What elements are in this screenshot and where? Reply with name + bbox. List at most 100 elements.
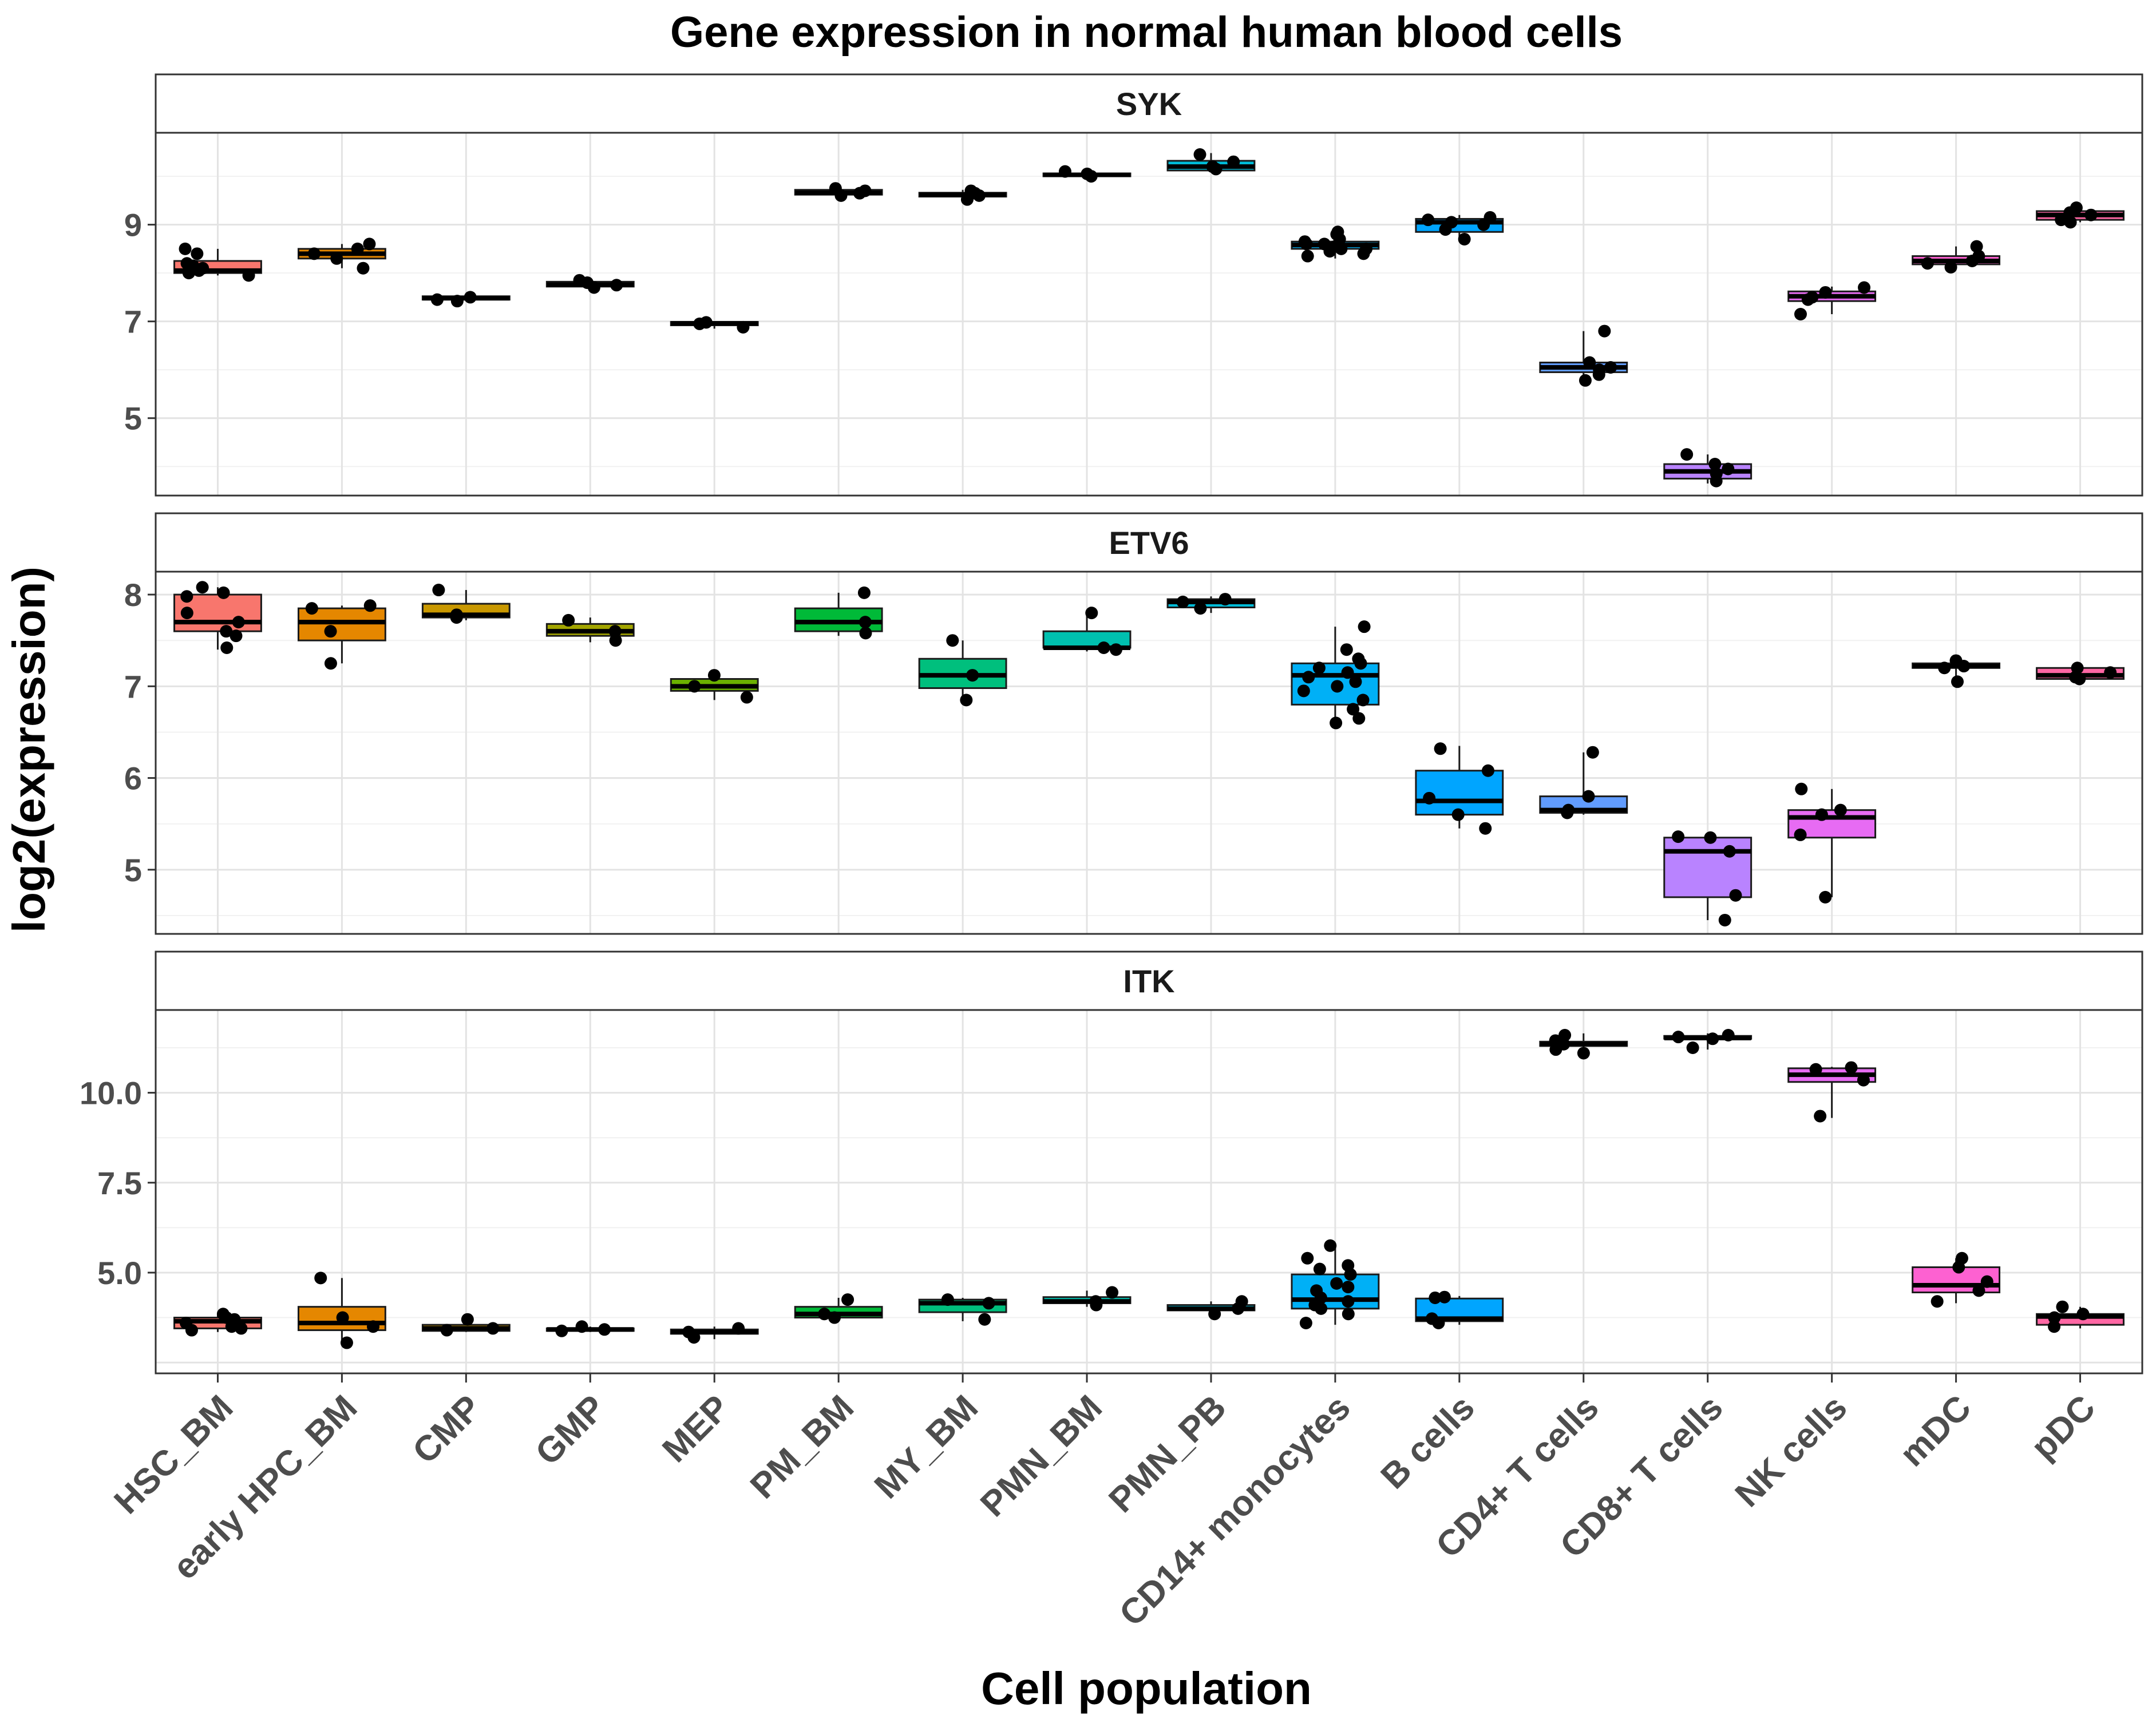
y-tick-label: 6 bbox=[124, 761, 142, 797]
data-point bbox=[1921, 257, 1934, 270]
data-point bbox=[430, 293, 444, 306]
data-point bbox=[1232, 1302, 1245, 1315]
data-point bbox=[687, 1331, 701, 1344]
data-point bbox=[1429, 1291, 1442, 1304]
data-point bbox=[1331, 680, 1344, 693]
data-point bbox=[966, 669, 979, 682]
data-point bbox=[191, 247, 204, 260]
box-gmp bbox=[545, 1320, 635, 1337]
data-point bbox=[1814, 1110, 1827, 1123]
data-point bbox=[1342, 1259, 1355, 1272]
data-point bbox=[1209, 163, 1223, 176]
data-point bbox=[1680, 448, 1694, 461]
data-point bbox=[1340, 643, 1353, 656]
box-my-bm bbox=[918, 1293, 1007, 1326]
data-point bbox=[1809, 1063, 1822, 1076]
box-my-bm bbox=[918, 634, 1007, 707]
data-point bbox=[737, 320, 750, 334]
panel-itk: ITK 5.0 7.5 10.0 bbox=[80, 950, 2143, 1375]
box-cmp bbox=[421, 584, 511, 624]
y-tick-label: 10.0 bbox=[80, 1075, 142, 1111]
data-point bbox=[1347, 703, 1360, 716]
panel-border bbox=[155, 1009, 2143, 1375]
data-point bbox=[1335, 242, 1348, 255]
facet-strip bbox=[155, 512, 2143, 573]
y-tick-label: 5 bbox=[124, 401, 142, 437]
y-tick-label: 5.0 bbox=[97, 1255, 142, 1291]
data-point bbox=[2048, 1320, 2061, 1333]
data-point bbox=[1686, 1041, 1699, 1055]
data-point bbox=[1957, 660, 1971, 673]
box-cd8-t-cells bbox=[1663, 448, 1753, 488]
data-point bbox=[2048, 1311, 2061, 1324]
data-point bbox=[1194, 602, 1207, 615]
box-my-bm bbox=[918, 184, 1007, 206]
data-point bbox=[1193, 148, 1206, 161]
y-tick-label: 8 bbox=[124, 577, 142, 613]
data-point bbox=[1980, 1275, 1993, 1288]
data-point bbox=[1302, 671, 1315, 684]
y-axis-title: log2(expression) bbox=[3, 567, 54, 933]
data-point bbox=[1358, 620, 1371, 633]
data-point bbox=[185, 1324, 198, 1337]
data-point bbox=[2056, 1300, 2069, 1313]
data-point bbox=[1951, 675, 1964, 688]
data-point bbox=[1357, 247, 1370, 260]
data-point bbox=[1439, 223, 1452, 236]
box-hsc-bm bbox=[173, 242, 262, 282]
data-point bbox=[857, 586, 871, 599]
data-point bbox=[1972, 1284, 1985, 1297]
data-point bbox=[1704, 831, 1717, 844]
box-cd4-t-cells bbox=[1539, 746, 1628, 819]
data-point bbox=[1723, 845, 1736, 858]
panel-background bbox=[156, 133, 2142, 496]
data-point bbox=[834, 189, 848, 202]
data-point bbox=[179, 242, 192, 255]
data-point bbox=[1586, 746, 1599, 759]
data-point bbox=[1342, 1295, 1355, 1308]
box-pm-bm bbox=[794, 182, 883, 202]
x-tick-label: mDC bbox=[1892, 1388, 1979, 1474]
data-point bbox=[228, 1318, 242, 1332]
box-cmp bbox=[421, 291, 511, 308]
data-point bbox=[1479, 822, 1492, 835]
data-point bbox=[2076, 1308, 2090, 1321]
data-point bbox=[1097, 641, 1110, 655]
data-point bbox=[1438, 1290, 1451, 1304]
data-point bbox=[1952, 1261, 1965, 1274]
data-point bbox=[330, 252, 343, 265]
data-point bbox=[1451, 808, 1465, 821]
y-tick-label: 7 bbox=[124, 304, 142, 340]
box-hsc-bm bbox=[173, 581, 262, 655]
data-point bbox=[688, 680, 701, 693]
data-point bbox=[1301, 1251, 1314, 1265]
data-point bbox=[363, 599, 377, 612]
data-point bbox=[1710, 474, 1723, 488]
box-b-cells bbox=[1415, 742, 1504, 835]
data-point bbox=[1176, 595, 1189, 608]
data-point bbox=[1341, 666, 1354, 679]
data-point bbox=[1819, 890, 1832, 904]
data-point bbox=[357, 262, 370, 275]
data-point bbox=[1858, 281, 1871, 294]
data-point bbox=[232, 616, 245, 629]
facet-panels: SYK 5 7 9 ETV6 5 6 7 8 ITK 5.0 7.5 10.0 bbox=[80, 73, 2143, 1375]
data-point bbox=[1352, 652, 1365, 666]
data-point bbox=[1308, 1298, 1322, 1312]
box-pmn-bm bbox=[1042, 1286, 1132, 1312]
data-point bbox=[1352, 712, 1366, 725]
box-pdc bbox=[2036, 1300, 2125, 1333]
data-point bbox=[324, 657, 337, 670]
data-point bbox=[217, 586, 230, 599]
facet-strip-label: ETV6 bbox=[1109, 525, 1189, 561]
data-point bbox=[1342, 1281, 1355, 1294]
box-rect bbox=[1663, 837, 1753, 898]
data-point bbox=[1106, 1286, 1119, 1299]
data-point bbox=[1604, 361, 1617, 374]
data-point bbox=[1356, 694, 1370, 707]
data-point bbox=[336, 1311, 349, 1324]
facet-strip bbox=[155, 950, 2143, 1011]
data-point bbox=[960, 694, 973, 707]
data-point bbox=[1458, 232, 1471, 245]
